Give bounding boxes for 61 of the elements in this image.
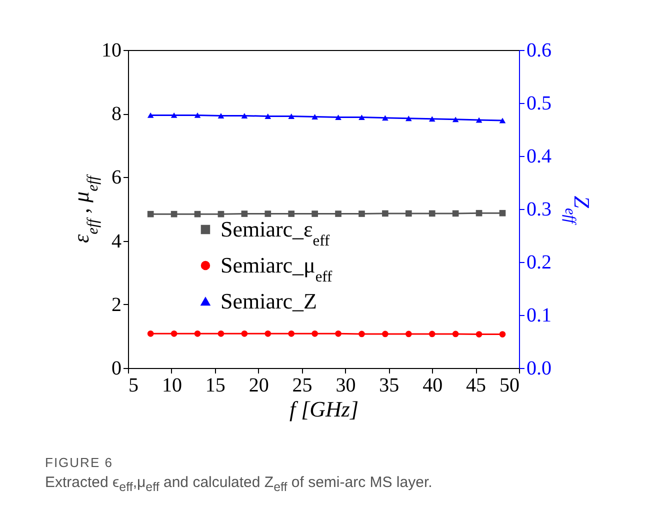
point	[264, 330, 272, 337]
point	[335, 210, 342, 217]
legend-label: Semiarc_ε$_{eff}$	[220, 216, 330, 250]
x-tick-label: 40	[422, 374, 443, 396]
point	[194, 210, 201, 218]
point	[405, 330, 412, 338]
point	[452, 330, 459, 338]
point	[358, 330, 365, 338]
point	[452, 210, 459, 217]
point	[312, 330, 318, 337]
point	[312, 210, 318, 217]
y-tick-label: 10	[102, 40, 122, 62]
point	[147, 330, 154, 337]
point	[264, 210, 272, 217]
x-tick-label: 10	[162, 374, 182, 396]
point	[428, 210, 436, 217]
x-tick-label: 5	[128, 374, 138, 396]
point	[358, 210, 365, 217]
y2-tick-label: 0.4	[526, 146, 552, 168]
y2-tick-label: 0.2	[526, 252, 552, 274]
legend-label: Semiarc_μ$_{eff}$	[220, 252, 334, 286]
point	[382, 210, 388, 217]
x-tick-label: 50	[500, 374, 520, 396]
point	[476, 210, 482, 216]
legend-label: Semiarc_Z	[220, 288, 317, 314]
point	[499, 210, 506, 216]
y-tick-label: 4	[112, 230, 122, 252]
y2-tick-label: 0.1	[526, 304, 552, 326]
point	[170, 330, 178, 337]
point	[476, 331, 482, 338]
y-tick-label: 0	[112, 358, 122, 380]
text: Extracted ϵ$_{eff}$,μ$_{eff}$ and calculated Z$_{eff}$ of semi-arc MS layer.	[45, 474, 434, 494]
point	[405, 210, 412, 217]
point	[170, 210, 178, 218]
x-tick-label: 30	[336, 374, 356, 396]
point	[335, 330, 342, 337]
y2-tick-label: 0.5	[526, 92, 552, 114]
x-axis-title: f [GHz]	[289, 396, 359, 422]
y-tick-label: 8	[112, 103, 122, 126]
y2-tick-label: 0.6	[526, 40, 552, 62]
x-tick-label: 25	[292, 374, 312, 396]
caption: FIGURE 6	[45, 455, 114, 470]
point	[218, 210, 224, 218]
point	[147, 210, 154, 218]
x-tick-label: 35	[379, 374, 400, 396]
point	[241, 330, 248, 337]
point	[241, 210, 248, 217]
point	[382, 330, 388, 338]
y-tick-label: 6	[112, 166, 122, 189]
x-tick-label: 45	[466, 374, 486, 396]
y2-tick-label: 0.3	[526, 198, 552, 220]
y-tick-label: 2	[112, 294, 122, 316]
point	[428, 330, 436, 338]
point	[288, 330, 295, 337]
point	[499, 331, 506, 338]
point	[218, 330, 224, 337]
x-tick-label: 20	[248, 374, 269, 396]
y2-tick-label: 0.0	[526, 358, 552, 380]
point	[194, 330, 201, 337]
x-tick-label: 15	[205, 374, 226, 396]
point	[288, 210, 295, 217]
